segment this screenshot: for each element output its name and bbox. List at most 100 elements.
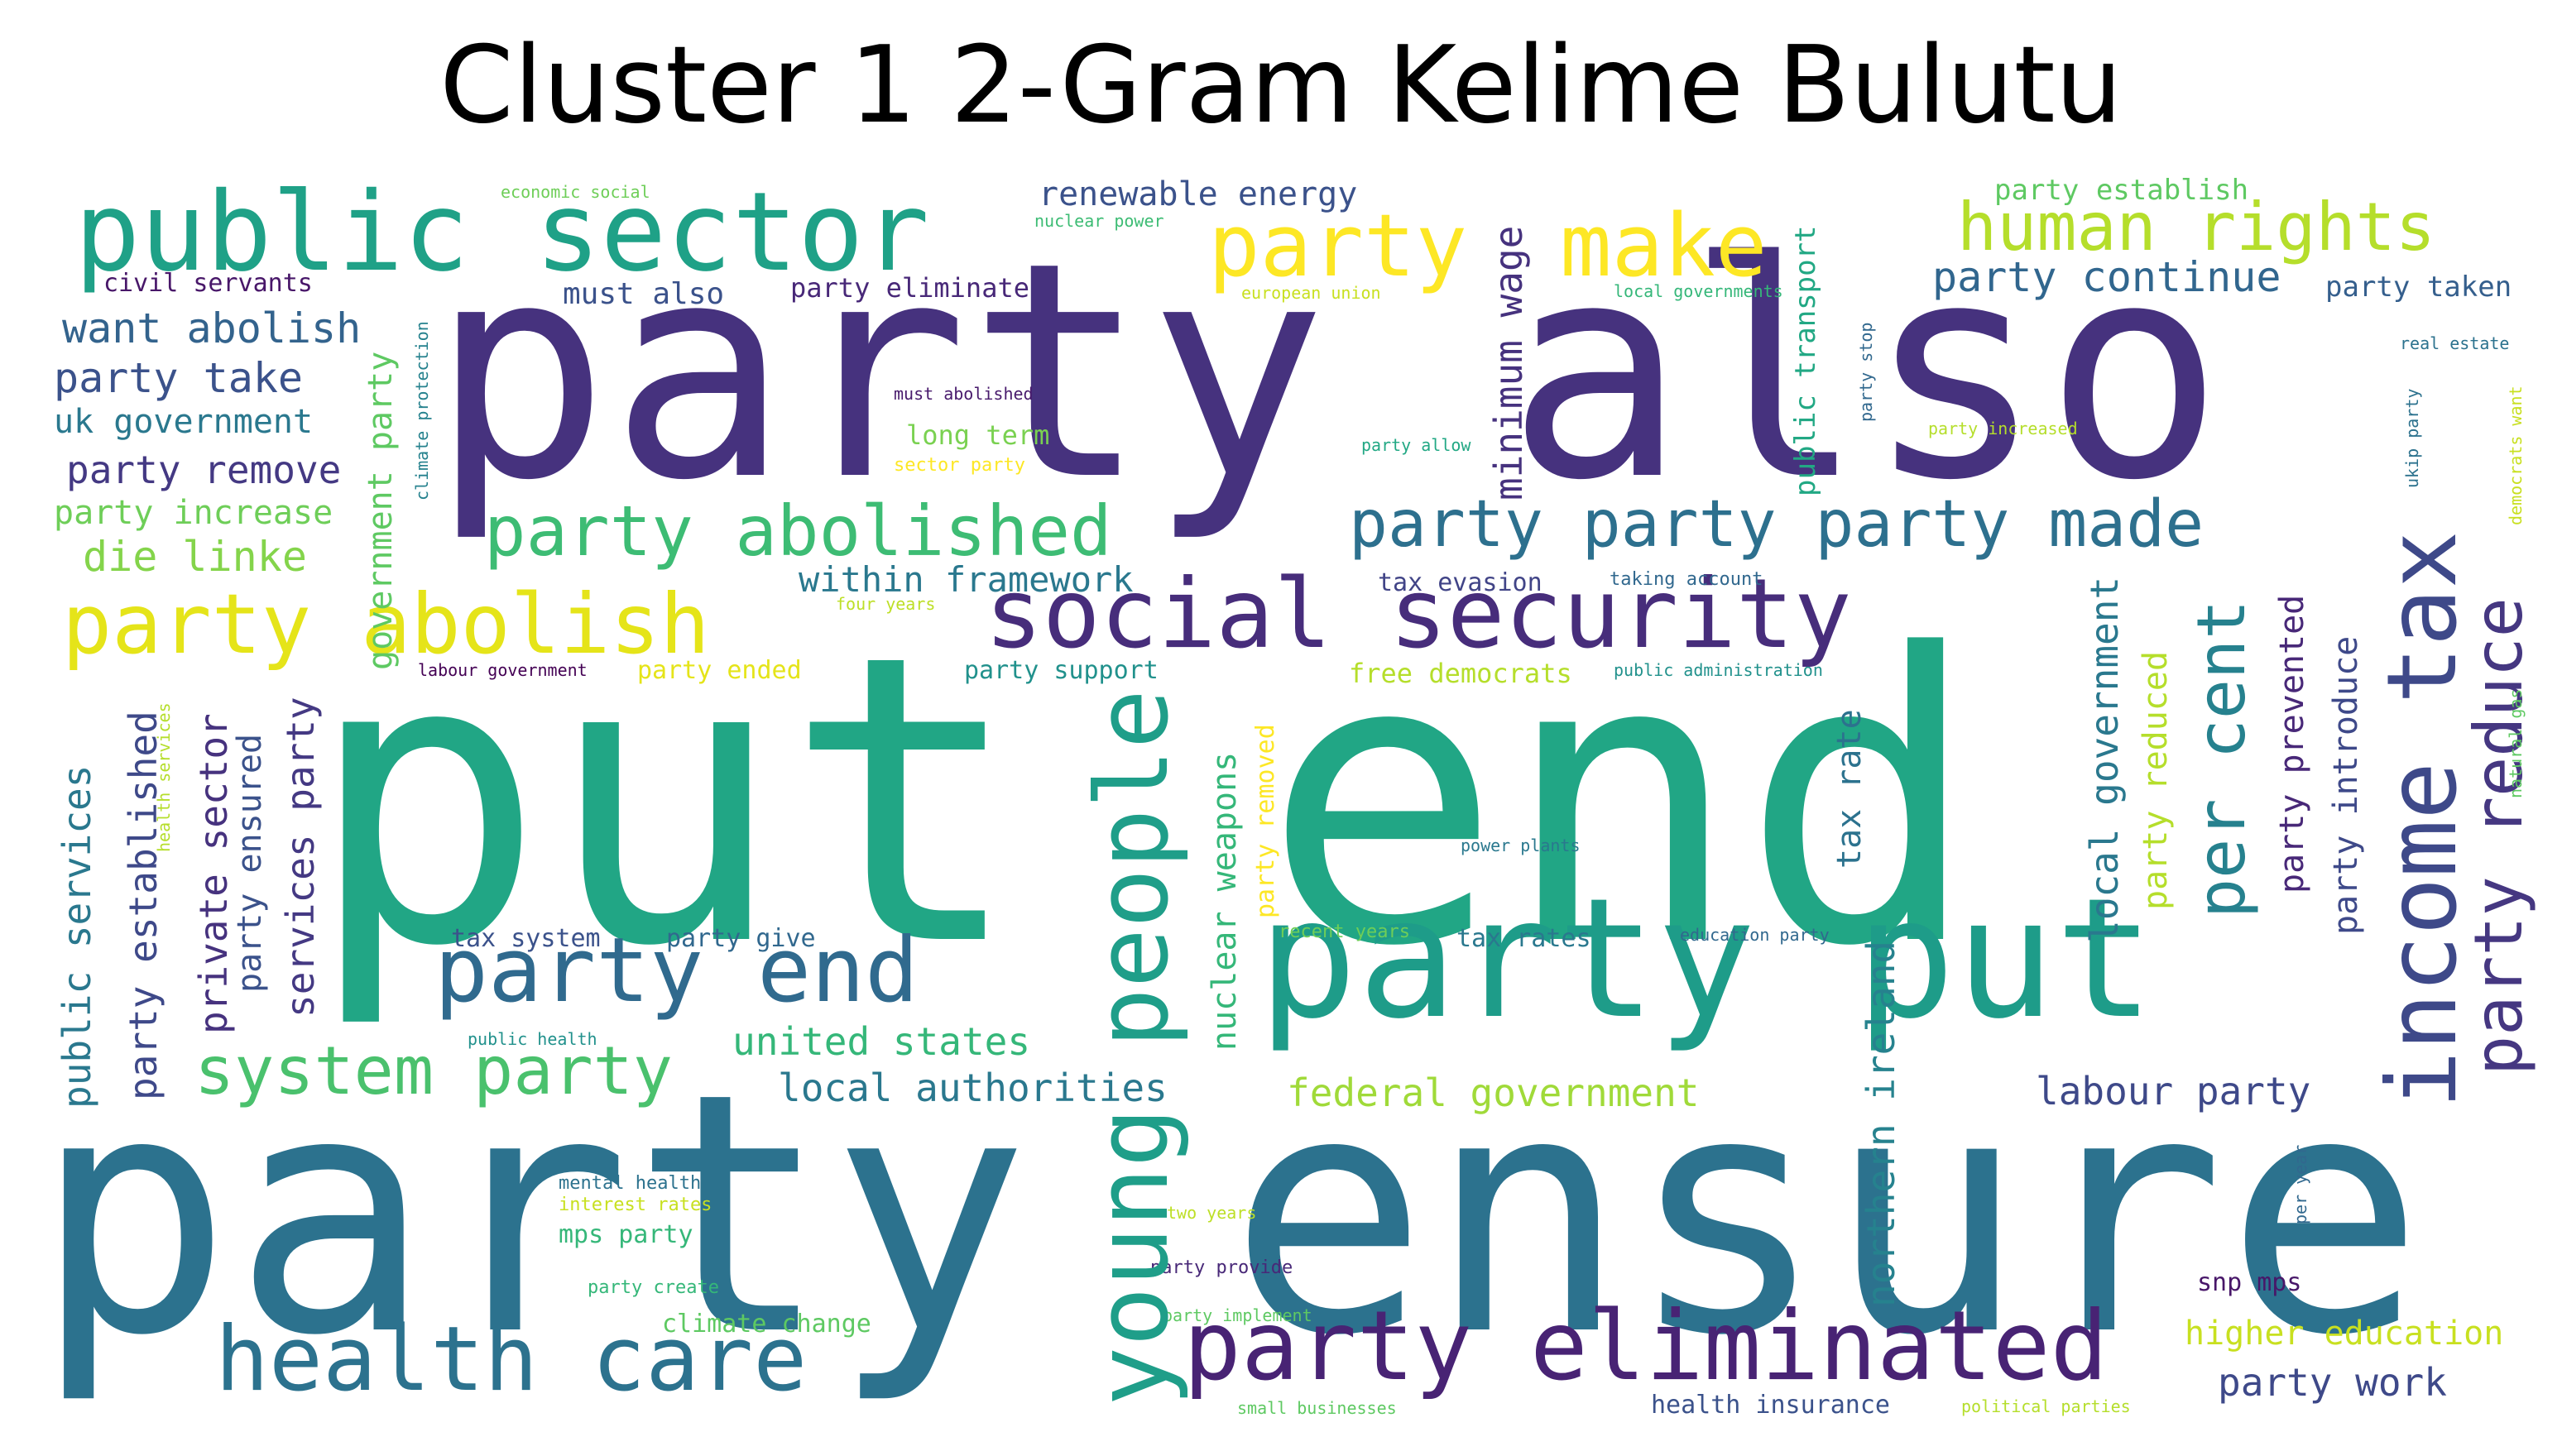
cloud-word: public administration	[1614, 660, 1823, 680]
cloud-word: party party party made	[1349, 487, 2205, 562]
cloud-word: social security	[985, 558, 1852, 670]
cloud-word: health services	[154, 702, 174, 852]
cloud-word: party removed	[1251, 724, 1280, 918]
cloud-word: recent years	[1279, 922, 1410, 942]
cloud-word: party provide	[1150, 1257, 1293, 1278]
cloud-word: must also	[563, 277, 725, 311]
cloud-word: federal government	[1287, 1070, 1700, 1115]
cloud-word: uk government	[54, 403, 314, 441]
cloud-word: free democrats	[1349, 658, 1572, 689]
cloud-word: higher education	[2185, 1315, 2504, 1353]
cloud-word: party establish	[1994, 174, 2249, 207]
cloud-word: snp mps	[2197, 1268, 2302, 1297]
cloud-word: economic social	[501, 182, 650, 202]
cloud-word: taking account	[1610, 569, 1763, 590]
cloud-word: party eliminated	[1183, 1291, 2109, 1402]
cloud-word: party take	[54, 354, 304, 402]
cloud-word: northern ireland	[1859, 940, 1903, 1307]
cloud-word: party ensured	[231, 733, 269, 993]
cloud-word: party allow	[1361, 435, 1471, 455]
cloud-word: public health	[468, 1029, 597, 1049]
cloud-word: small businesses	[1237, 1398, 1397, 1418]
cloud-word: labour government	[418, 660, 588, 680]
cloud-word: renewable energy	[1039, 175, 1358, 213]
cloud-word: interest rates	[559, 1195, 712, 1215]
cloud-word: tax rates	[1456, 924, 1591, 953]
cloud-word: tax rate	[1830, 709, 1869, 869]
cloud-word: party stop	[1856, 322, 1876, 422]
cloud-word: party create	[588, 1277, 719, 1298]
cloud-word: four years	[836, 594, 936, 614]
cloud-word: climate change	[662, 1310, 871, 1339]
cloud-word: united states	[732, 1019, 1031, 1064]
cloud-word: nuclear weapons	[1206, 751, 1244, 1051]
cloud-word: party give	[666, 924, 816, 953]
cloud-word: democrats want	[2506, 386, 2526, 525]
cloud-word: income tax	[2367, 530, 2478, 1109]
cloud-word: within framework	[799, 559, 1134, 600]
cloud-word: party reduce	[2460, 597, 2537, 1075]
cloud-word: health insurance	[1651, 1391, 1890, 1420]
cloud-word: party introduce	[2327, 635, 2365, 935]
cloud-word: education party	[1680, 925, 1830, 945]
cloud-word: mental health	[559, 1173, 702, 1194]
cloud-word: tax evasion	[1378, 568, 1542, 597]
cloud-word: tax system	[451, 924, 601, 953]
cloud-word: political parties	[1961, 1396, 2131, 1416]
cloud-word: put end	[306, 571, 1980, 1033]
cloud-word: nuclear power	[1034, 211, 1164, 231]
cloud-word: local authorities	[778, 1066, 1168, 1110]
cloud-word: system party	[194, 1032, 673, 1109]
cloud-word: local government	[2082, 576, 2127, 943]
cloud-word: party continue	[1932, 253, 2281, 301]
cloud-word: european union	[1241, 283, 1381, 303]
cloud-word: per cent	[2183, 599, 2260, 918]
cloud-word: natural gas	[2506, 688, 2526, 798]
cloud-word: party support	[964, 656, 1159, 685]
cloud-word: must abolished	[894, 384, 1034, 404]
cloud-word: party end	[434, 919, 919, 1023]
cloud-word: services party	[278, 697, 323, 1018]
cloud-word: sector party	[894, 455, 1025, 476]
cloud-word: party reduced	[2137, 650, 2175, 910]
cloud-word: party work	[2218, 1360, 2447, 1405]
cloud-word: party increased	[1928, 419, 2078, 438]
cloud-title: Cluster 1 2-Gram Kelime Bulutu	[439, 24, 2123, 147]
cloud-word: party abolish	[62, 576, 710, 673]
cloud-word: labour party	[2036, 1069, 2311, 1114]
cloud-word: climate protection	[412, 321, 432, 500]
cloud-word: party taken	[2325, 271, 2512, 304]
cloud-word: health care	[215, 1308, 808, 1411]
cloud-word: public services	[55, 764, 99, 1109]
cloud-word: civil servants	[103, 269, 313, 298]
cloud-word: per year	[2291, 1144, 2310, 1224]
cloud-word: mps party	[559, 1220, 693, 1249]
cloud-word: die linke	[83, 533, 307, 581]
cloud-word: two years	[1167, 1203, 1257, 1223]
cloud-word: party	[1208, 195, 1468, 296]
cloud-word: long term	[906, 419, 1050, 451]
cloud-word: public sector	[74, 169, 930, 296]
cloud-word: make	[1560, 195, 1768, 296]
cloud-word: party put	[1258, 863, 2155, 1056]
cloud-word: private sector	[191, 713, 236, 1034]
cloud-word: government party	[362, 351, 400, 670]
cloud-word: local governments	[1614, 281, 1783, 301]
cloud-word: ukip party	[2402, 388, 2422, 488]
cloud-word: real estate	[2400, 333, 2510, 353]
cloud-word: public transport	[1789, 225, 1822, 496]
cloud-word: human rights	[1957, 189, 2435, 266]
cloud-word: power plants	[1461, 836, 1581, 855]
cloud-word: party abolished	[484, 491, 1112, 572]
cloud-word: party eliminate	[790, 272, 1029, 304]
cloud-word: party remove	[66, 448, 342, 492]
cloud-word: party also	[430, 199, 2224, 545]
cloud-word: party increase	[54, 494, 333, 532]
cloud-word: want abolish	[62, 304, 362, 352]
cloud-word: party ensure	[33, 1023, 2425, 1408]
cloud-word: party implement	[1163, 1305, 1312, 1325]
cloud-word: party ended	[637, 656, 802, 685]
cloud-word: minimum wage	[1486, 225, 1531, 500]
cloud-word: young people	[1076, 689, 1191, 1406]
